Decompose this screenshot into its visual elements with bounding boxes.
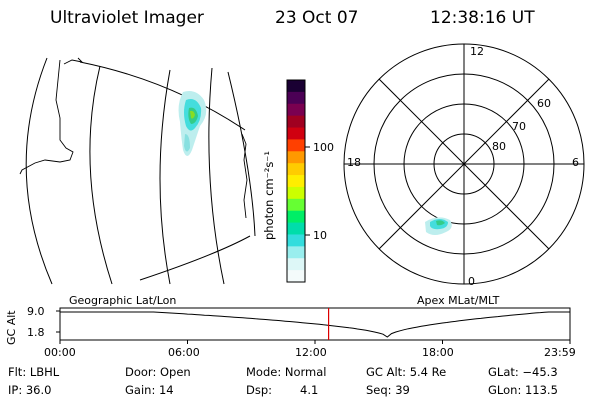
- glon-info: GLon: 113.5: [488, 383, 558, 397]
- coastline: [63, 57, 84, 65]
- seq-info: Seq: 39: [366, 383, 410, 397]
- gain-info: Gain: 14: [125, 383, 174, 397]
- imager-title: Ultraviolet Imager: [50, 8, 204, 28]
- colorbar-cell: [287, 115, 305, 129]
- dsp-label: Dsp:: [246, 383, 273, 397]
- colorbar-cell: [287, 258, 305, 271]
- altitude-xtick-0600: 06:00: [168, 346, 200, 359]
- altitude-curve: [60, 311, 570, 338]
- ip-info: IP: 36.0: [8, 383, 52, 397]
- aurora-emission-map: [178, 91, 207, 156]
- mlt-label-18: 18: [347, 156, 361, 169]
- colorbar-cell: [287, 103, 305, 117]
- meridian-line: [159, 69, 171, 285]
- latitude-line: [79, 61, 246, 131]
- colorbar-cell: [287, 210, 305, 224]
- door-info: Door: Open: [125, 365, 191, 379]
- colorbar: [286, 79, 310, 283]
- lat-label-70: 70: [512, 120, 526, 133]
- meridian-line: [89, 65, 113, 285]
- colorbar-cell: [287, 91, 305, 105]
- colorbar-cell: [287, 127, 305, 141]
- filter-info: Flt: LBHL: [8, 365, 60, 379]
- altitude-ytick-9: 9.0: [27, 305, 45, 318]
- polar-plot: [343, 43, 585, 285]
- colorbar-cell: [287, 186, 305, 200]
- lat-label-80: 80: [492, 140, 506, 153]
- altitude-xtick-2359: 23:59: [544, 346, 576, 359]
- altitude-xtick-1200: 12:00: [295, 346, 327, 359]
- gc-alt-info: GC Alt: 5.4 Re: [366, 365, 447, 379]
- altitude-ylabel: GC Alt: [5, 310, 18, 345]
- aurora-emission-polar: [425, 217, 452, 235]
- colorbar-cell: [287, 270, 305, 283]
- coastline: [241, 133, 248, 219]
- meridian-line: [208, 67, 225, 285]
- colorbar-cell: [287, 246, 305, 259]
- mlt-label-0: 0: [468, 275, 475, 288]
- colorbar-cell: [287, 222, 305, 236]
- altitude-plot: [56, 307, 571, 344]
- mode-info: Mode: Normal: [246, 365, 327, 379]
- colorbar-tick-10: 10: [313, 229, 327, 242]
- colorbar-cell: [287, 139, 305, 152]
- lat-label-60: 60: [537, 97, 551, 110]
- mlt-label-6: 6: [572, 156, 579, 169]
- colorbar-cell: [287, 163, 305, 176]
- coastline: [19, 59, 74, 175]
- glat-info: GLat: −45.3: [488, 365, 558, 379]
- altitude-ytick-1-8: 1.8: [27, 326, 45, 339]
- colorbar-cell: [287, 198, 305, 212]
- polar-panel-caption: Apex MLat/MLT: [417, 294, 500, 307]
- mlt-label-12: 12: [470, 45, 484, 58]
- altitude-xtick-1800: 18:00: [422, 346, 454, 359]
- dsp-value: 4.1: [300, 383, 319, 397]
- geographic-map: [19, 57, 256, 285]
- meridian-line: [227, 71, 256, 237]
- colorbar-cell: [287, 151, 305, 164]
- colorbar-cell: [287, 234, 305, 247]
- latitude-line: [139, 235, 251, 281]
- geo-panel-caption: Geographic Lat/Lon: [69, 294, 177, 307]
- altitude-xtick-0000: 00:00: [44, 346, 76, 359]
- header-date: 23 Oct 07: [275, 8, 359, 28]
- header-time: 12:38:16 UT: [430, 8, 535, 28]
- meridian-line: [25, 57, 53, 285]
- colorbar-unit-label: photon cm⁻²s⁻¹: [262, 151, 276, 240]
- colorbar-cell: [287, 80, 305, 93]
- colorbar-tick-100: 100: [313, 141, 334, 154]
- colorbar-cell: [287, 175, 305, 188]
